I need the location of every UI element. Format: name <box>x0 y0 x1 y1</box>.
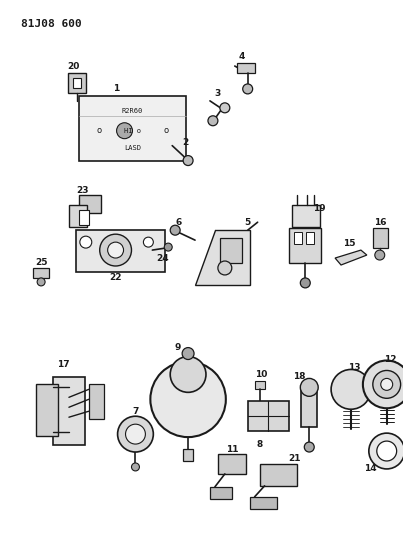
Text: 81J08 600: 81J08 600 <box>21 19 82 29</box>
Bar <box>89 384 104 419</box>
Circle shape <box>331 369 371 409</box>
Bar <box>260 464 297 486</box>
Bar <box>373 228 388 248</box>
Text: 9: 9 <box>175 343 181 352</box>
Bar <box>250 497 278 508</box>
Text: 12: 12 <box>385 355 397 364</box>
Circle shape <box>183 156 193 166</box>
Bar <box>184 354 192 375</box>
Bar <box>301 387 317 427</box>
Text: 4: 4 <box>238 52 245 61</box>
Bar <box>295 232 302 244</box>
Polygon shape <box>195 230 250 285</box>
Text: 6: 6 <box>175 218 181 227</box>
Bar <box>289 228 321 263</box>
Bar <box>292 205 320 227</box>
Bar <box>220 238 242 263</box>
Text: 22: 22 <box>109 273 122 282</box>
Circle shape <box>37 278 45 286</box>
Text: 17: 17 <box>57 360 69 369</box>
Text: 1: 1 <box>114 84 120 93</box>
Circle shape <box>373 370 401 398</box>
Bar <box>248 401 289 431</box>
Text: 25: 25 <box>35 257 47 266</box>
Circle shape <box>381 378 393 390</box>
Text: 24: 24 <box>156 254 168 263</box>
Circle shape <box>363 360 404 408</box>
Text: 5: 5 <box>244 218 251 227</box>
Circle shape <box>220 103 230 113</box>
Circle shape <box>100 234 131 266</box>
Bar <box>79 196 101 213</box>
Circle shape <box>170 225 180 235</box>
Circle shape <box>164 243 172 251</box>
Circle shape <box>300 378 318 397</box>
Circle shape <box>369 433 404 469</box>
Bar <box>79 96 186 160</box>
Text: 11: 11 <box>225 445 238 454</box>
Bar <box>68 73 86 93</box>
Text: 19: 19 <box>313 204 326 213</box>
Bar <box>36 384 58 436</box>
Circle shape <box>375 250 385 260</box>
Bar <box>53 377 85 445</box>
Polygon shape <box>335 250 367 265</box>
Circle shape <box>170 357 206 392</box>
Bar <box>210 487 232 499</box>
Text: 14: 14 <box>364 464 377 473</box>
Text: HI o: HI o <box>124 128 141 134</box>
Bar <box>69 205 87 227</box>
Text: 18: 18 <box>293 372 305 381</box>
Text: o: o <box>96 126 101 135</box>
Circle shape <box>208 116 218 126</box>
Bar <box>218 454 246 474</box>
Circle shape <box>131 463 139 471</box>
Text: 15: 15 <box>343 239 355 248</box>
Text: 8: 8 <box>257 440 263 449</box>
Text: 23: 23 <box>77 186 89 195</box>
Circle shape <box>218 261 232 275</box>
Circle shape <box>143 237 154 247</box>
Text: 3: 3 <box>215 90 221 99</box>
Bar <box>255 382 265 389</box>
Bar <box>79 211 89 225</box>
Circle shape <box>243 84 252 94</box>
Bar <box>183 449 193 461</box>
Circle shape <box>126 424 145 444</box>
Circle shape <box>107 242 124 258</box>
Circle shape <box>118 416 154 452</box>
Circle shape <box>304 442 314 452</box>
Text: 10: 10 <box>255 370 268 379</box>
Circle shape <box>182 348 194 360</box>
Bar <box>76 230 165 272</box>
Bar <box>237 63 255 73</box>
Text: 21: 21 <box>288 455 301 464</box>
Circle shape <box>300 278 310 288</box>
Circle shape <box>150 361 226 437</box>
Text: 13: 13 <box>348 363 360 372</box>
Bar <box>33 268 49 278</box>
Bar <box>73 78 81 88</box>
Circle shape <box>117 123 133 139</box>
Bar <box>306 232 314 244</box>
Text: R2R60: R2R60 <box>122 108 143 114</box>
Text: 20: 20 <box>68 61 80 70</box>
Text: 7: 7 <box>132 407 139 416</box>
Circle shape <box>80 236 92 248</box>
Text: 16: 16 <box>375 218 387 227</box>
Circle shape <box>377 441 397 461</box>
Text: 2: 2 <box>182 138 188 147</box>
Text: LASD: LASD <box>124 144 141 151</box>
Text: o: o <box>164 126 169 135</box>
